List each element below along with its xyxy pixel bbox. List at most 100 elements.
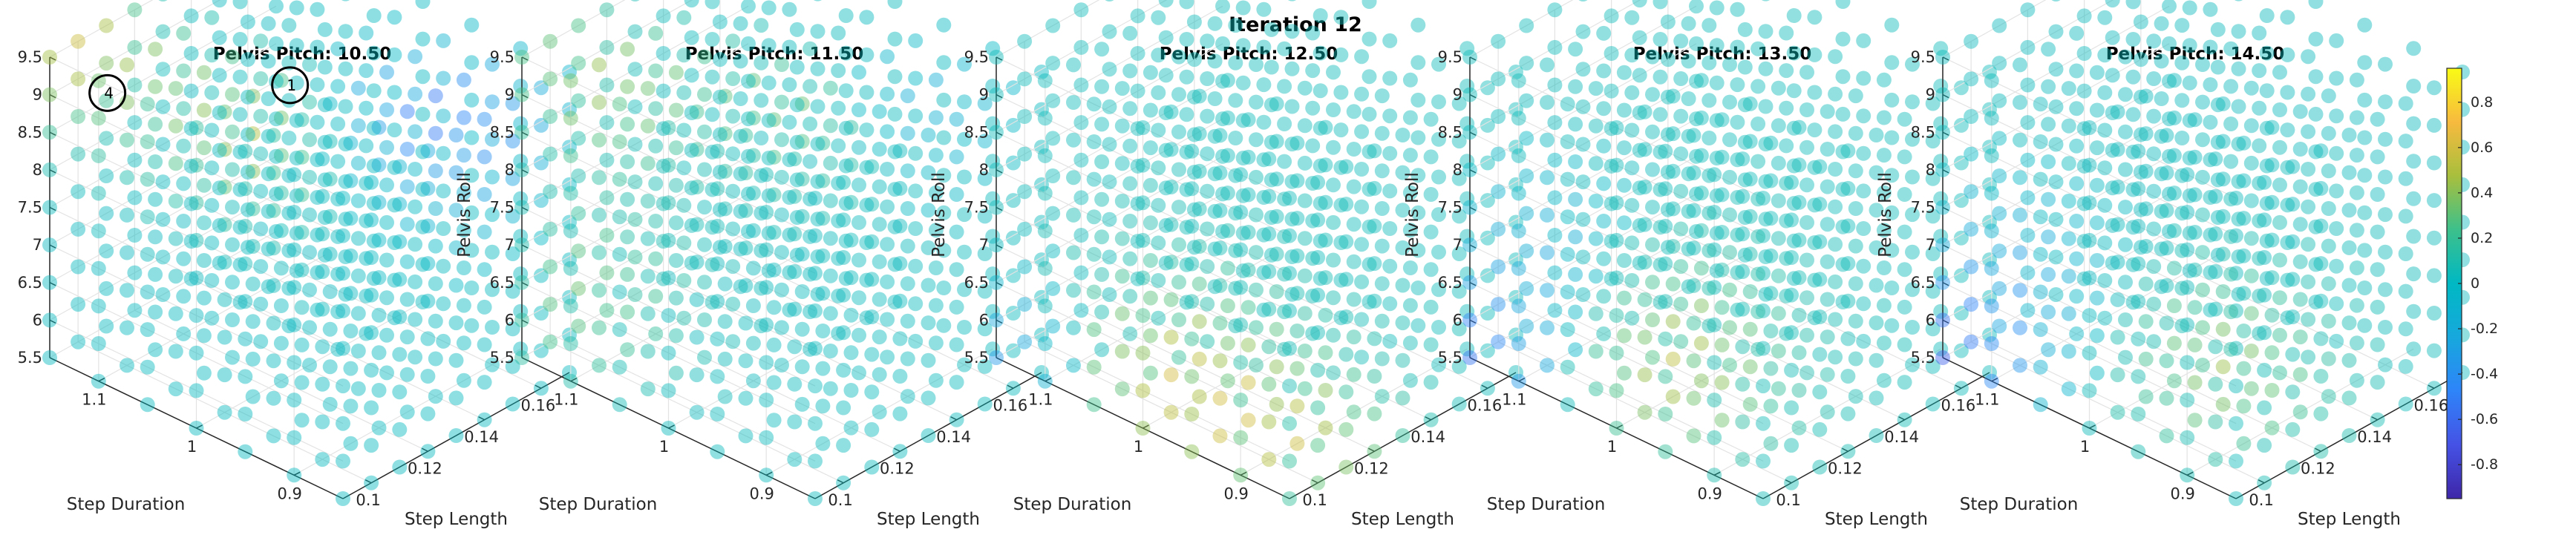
data-point — [936, 130, 952, 145]
data-point — [1786, 120, 1802, 136]
data-point — [1828, 349, 1843, 365]
data-point — [1596, 25, 1612, 41]
data-point — [1609, 345, 1624, 361]
data-point — [392, 347, 408, 362]
z-tick-label: 5.5 — [18, 349, 42, 367]
data-point — [859, 47, 875, 62]
data-point — [2118, 237, 2133, 252]
data-point — [1326, 290, 1341, 306]
data-point — [1235, 113, 1251, 128]
data-point — [648, 326, 664, 341]
data-point — [592, 358, 607, 373]
data-point — [1596, 176, 1612, 191]
data-point — [1354, 237, 1370, 252]
data-point — [2131, 256, 2146, 272]
data-point — [315, 339, 330, 355]
data-point — [2243, 155, 2259, 171]
data-point — [420, 331, 436, 347]
data-point — [212, 142, 227, 158]
data-point — [1045, 206, 1061, 221]
data-point — [42, 350, 57, 365]
data-point — [1964, 184, 1979, 200]
data-point — [733, 128, 748, 144]
data-point — [1653, 107, 1668, 122]
data-point — [261, 53, 276, 69]
data-point — [851, 327, 866, 343]
data-point — [864, 234, 880, 249]
data-point — [1835, 144, 1851, 160]
data-point — [872, 217, 887, 232]
data-point — [2329, 33, 2344, 48]
data-point — [1333, 197, 1349, 213]
data-point — [2370, 299, 2385, 315]
data-point — [1575, 99, 1591, 114]
data-point — [1240, 149, 1256, 165]
data-point — [1354, 162, 1370, 177]
data-point — [1310, 475, 1326, 490]
data-point — [1220, 186, 1235, 201]
data-point — [717, 389, 733, 404]
data-point — [533, 268, 549, 283]
data-point — [253, 183, 269, 199]
data-point — [1701, 243, 1717, 258]
data-point — [2398, 396, 2413, 412]
data-point — [1017, 334, 1033, 349]
data-point — [1114, 118, 1130, 134]
data-point — [1779, 213, 1794, 229]
data-point — [1982, 177, 1997, 192]
data-point — [341, 0, 350, 1]
data-point — [1984, 298, 1999, 314]
data-point — [1179, 32, 1194, 47]
data-point — [908, 221, 923, 236]
data-point — [1714, 375, 1730, 390]
data-point — [1297, 381, 1312, 396]
data-point — [2182, 0, 2197, 16]
data-point — [238, 444, 253, 459]
data-point — [2174, 131, 2190, 145]
data-point — [336, 416, 350, 431]
data-point — [1402, 223, 1418, 238]
data-point — [656, 196, 671, 211]
data-point — [1005, 268, 1021, 283]
data-point — [1171, 87, 1186, 102]
data-point — [1840, 218, 1856, 234]
data-point — [1992, 206, 2007, 221]
data-point — [2210, 134, 2226, 150]
data-point — [1297, 193, 1312, 209]
data-point — [1905, 131, 1920, 147]
data-point — [2280, 272, 2295, 288]
data-point — [774, 132, 789, 148]
data-point — [2329, 183, 2344, 199]
data-point — [155, 137, 171, 152]
data-point — [155, 62, 171, 77]
data-point — [2208, 339, 2223, 355]
data-point — [1037, 186, 1053, 201]
data-point — [1212, 128, 1228, 143]
data-point — [2082, 120, 2097, 135]
data-point — [1191, 389, 1207, 404]
data-point — [689, 329, 705, 345]
data-point — [1410, 92, 1426, 108]
data-point — [1519, 168, 1534, 183]
data-point — [1171, 162, 1186, 177]
data-point — [273, 260, 289, 276]
data-point — [343, 398, 359, 414]
data-point — [183, 196, 199, 211]
data-point — [456, 148, 471, 163]
data-point — [1737, 134, 1753, 150]
data-point — [2285, 197, 2301, 212]
data-point — [359, 25, 374, 41]
data-point — [612, 284, 627, 300]
data-point — [2203, 77, 2218, 93]
data-point — [2162, 111, 2177, 127]
data-point — [448, 165, 464, 180]
data-point — [1686, 428, 1701, 444]
data-point — [1511, 111, 1526, 126]
data-point — [2308, 295, 2324, 309]
data-point — [387, 310, 402, 326]
data-point — [2357, 17, 2373, 33]
data-point — [1925, 171, 1941, 186]
data-point — [745, 260, 761, 276]
data-point — [733, 16, 748, 31]
data-point — [810, 174, 826, 189]
